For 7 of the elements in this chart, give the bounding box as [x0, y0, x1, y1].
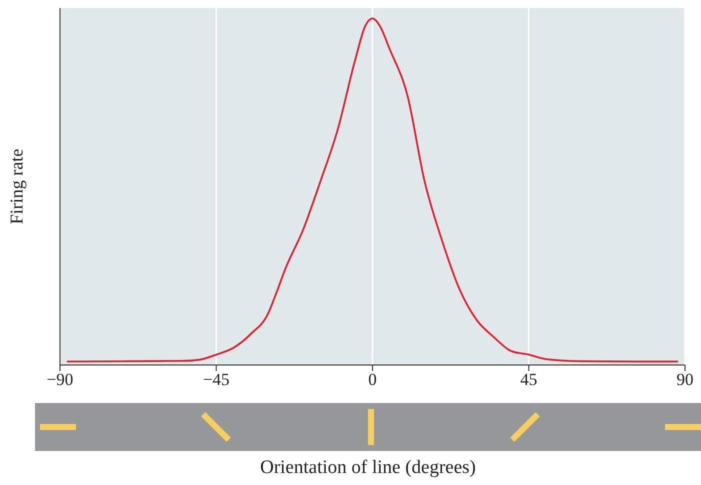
x-axis-title: Orientation of line (degrees)	[259, 457, 477, 479]
x-tick-label: 90	[676, 370, 694, 390]
x-tick-label: 45	[520, 370, 538, 390]
x-tick-label: −90	[46, 370, 74, 390]
x-tick-label: 0	[368, 370, 377, 390]
y-axis-title: Firing rate	[6, 148, 26, 224]
x-tick-label: −45	[202, 370, 230, 390]
